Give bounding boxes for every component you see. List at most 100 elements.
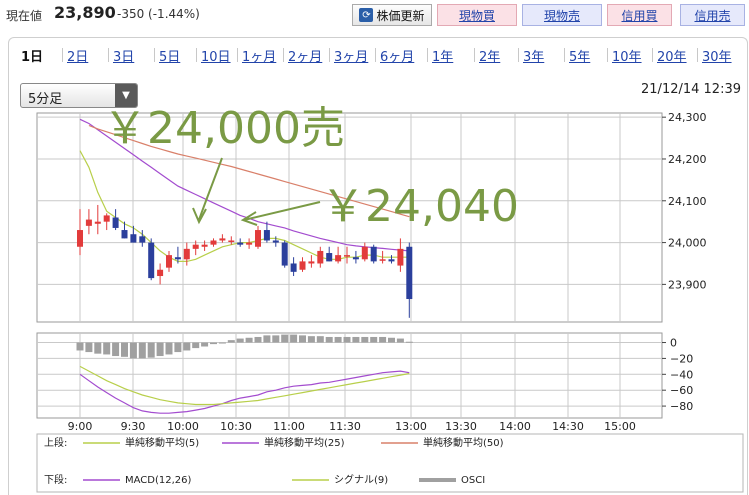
interval-select-value: 5分足 (28, 92, 63, 107)
tab-separator (474, 48, 475, 62)
tab-separator (607, 48, 608, 62)
tab-12[interactable]: 5年 (569, 50, 591, 65)
legend-lower-item: シグナル(9) (334, 473, 388, 486)
tab-separator (154, 48, 155, 62)
refresh-price-label: 株価更新 (376, 8, 425, 23)
osci-bar (218, 342, 226, 344)
annotation-sell-24000: ￥24,000売 (103, 103, 345, 154)
spot-buy-button[interactable]: 現物買 (437, 4, 517, 26)
price-tick-label: 24,200 (668, 153, 707, 166)
tab-14[interactable]: 20年 (657, 50, 687, 65)
current-price-label: 現在値 (6, 9, 43, 23)
candle-up (103, 215, 110, 222)
osci-bar (138, 342, 146, 359)
candle-up (94, 221, 101, 224)
tab-separator (329, 48, 330, 62)
osci-bar (379, 336, 387, 343)
x-tick-label: 9:00 (68, 420, 93, 433)
tab-9[interactable]: 1年 (432, 50, 454, 65)
annotation-arrow-1 (198, 157, 223, 221)
tab-7[interactable]: 3ヶ月 (334, 50, 369, 65)
candle-down (281, 242, 288, 266)
quote-header: 現在値 23,890 -350 (-1.44%) ⟳ 株価更新 現物買 現物売 … (0, 0, 749, 30)
candle-up (246, 242, 253, 245)
osci-bar (334, 336, 342, 343)
x-tick-label: 9:30 (121, 420, 146, 433)
margin-buy-button[interactable]: 信用買 (607, 4, 672, 26)
osci-bar (183, 342, 191, 351)
spot-sell-button[interactable]: 現物売 (522, 4, 602, 26)
osci-bar (263, 335, 271, 343)
osci-bar (281, 334, 289, 343)
sma50-line (88, 124, 410, 218)
candle-up (77, 230, 83, 247)
tab-2[interactable]: 3日 (113, 50, 135, 65)
osc-tick-label: −60 (670, 384, 693, 397)
candle-down (272, 240, 279, 243)
period-tabs: 1日 2日 3日 5日 10日 1ヶ月 2ヶ月 3ヶ月 6ヶ月 1年 2年 3年 5年 10年 20年 30年 (8, 37, 748, 70)
osci-bar (103, 342, 111, 355)
candle-down (326, 253, 333, 262)
candle-down (352, 257, 359, 260)
x-tick-label: 15:00 (604, 420, 636, 433)
margin-sell-button[interactable]: 信用売 (680, 4, 745, 26)
osci-bar (325, 336, 333, 343)
tab-4[interactable]: 10日 (201, 50, 231, 65)
x-tick-label: 13:00 (395, 420, 427, 433)
osc-tick-label: −20 (670, 352, 693, 365)
candle-up (228, 240, 235, 242)
tab-separator (283, 48, 284, 62)
tab-3[interactable]: 5日 (159, 50, 181, 65)
annotation-arrowhead-2 (240, 211, 258, 226)
tab-8[interactable]: 6ヶ月 (380, 50, 415, 65)
x-tick-label: 11:00 (273, 420, 305, 433)
price-panel-frame (36, 112, 663, 323)
candle-down (370, 246, 377, 262)
osci-bar (396, 338, 404, 343)
tab-separator (564, 48, 565, 62)
tab-15[interactable]: 30年 (702, 50, 732, 65)
tab-separator (697, 48, 698, 62)
price-tick-label: 24,300 (668, 111, 707, 124)
tab-10[interactable]: 2年 (479, 50, 501, 65)
candle-up (379, 259, 386, 261)
x-tick-label: 10:30 (220, 420, 252, 433)
osci-bar (174, 342, 182, 353)
annotation-arrowhead-1 (192, 207, 207, 225)
tab-1[interactable]: 2日 (67, 50, 89, 65)
refresh-price-button[interactable]: ⟳ 株価更新 (352, 4, 432, 26)
candle-up (344, 255, 350, 257)
candle-down (406, 246, 413, 300)
osci-bar (272, 335, 280, 343)
chart-datetime: 21/12/14 12:39 (641, 82, 741, 97)
price-change: -350 (-1.44%) (117, 7, 200, 21)
chart-panel (8, 69, 748, 495)
tab-13[interactable]: 10年 (612, 50, 642, 65)
osci-bar (405, 341, 413, 343)
candle-up (255, 230, 261, 247)
candle-up (166, 255, 172, 268)
osci-bar (192, 342, 200, 349)
candle-up (335, 255, 342, 262)
tab-separator (237, 48, 238, 62)
osci-bar (201, 342, 209, 347)
tab-5[interactable]: 1ヶ月 (242, 50, 277, 65)
candle-up (183, 248, 190, 260)
osci-bar (361, 336, 369, 343)
x-tick-label: 14:00 (499, 420, 531, 433)
tab-separator (375, 48, 376, 62)
interval-select[interactable]: 5分足 ▼ (20, 83, 138, 108)
candle-up (210, 240, 217, 245)
osci-bar (343, 336, 351, 343)
candle-down (139, 236, 146, 243)
tab-0[interactable]: 1日 (21, 50, 44, 65)
legend-upper-item: 単純移動平均(5) (125, 436, 199, 449)
osci-bar (165, 342, 173, 355)
tab-6[interactable]: 2ヶ月 (288, 50, 323, 65)
tab-11[interactable]: 3年 (523, 50, 545, 65)
osci-bar (307, 336, 315, 343)
osc-tick-label: −80 (670, 400, 693, 413)
signal-line (79, 365, 410, 406)
current-price-value: 23,890 (54, 3, 116, 22)
